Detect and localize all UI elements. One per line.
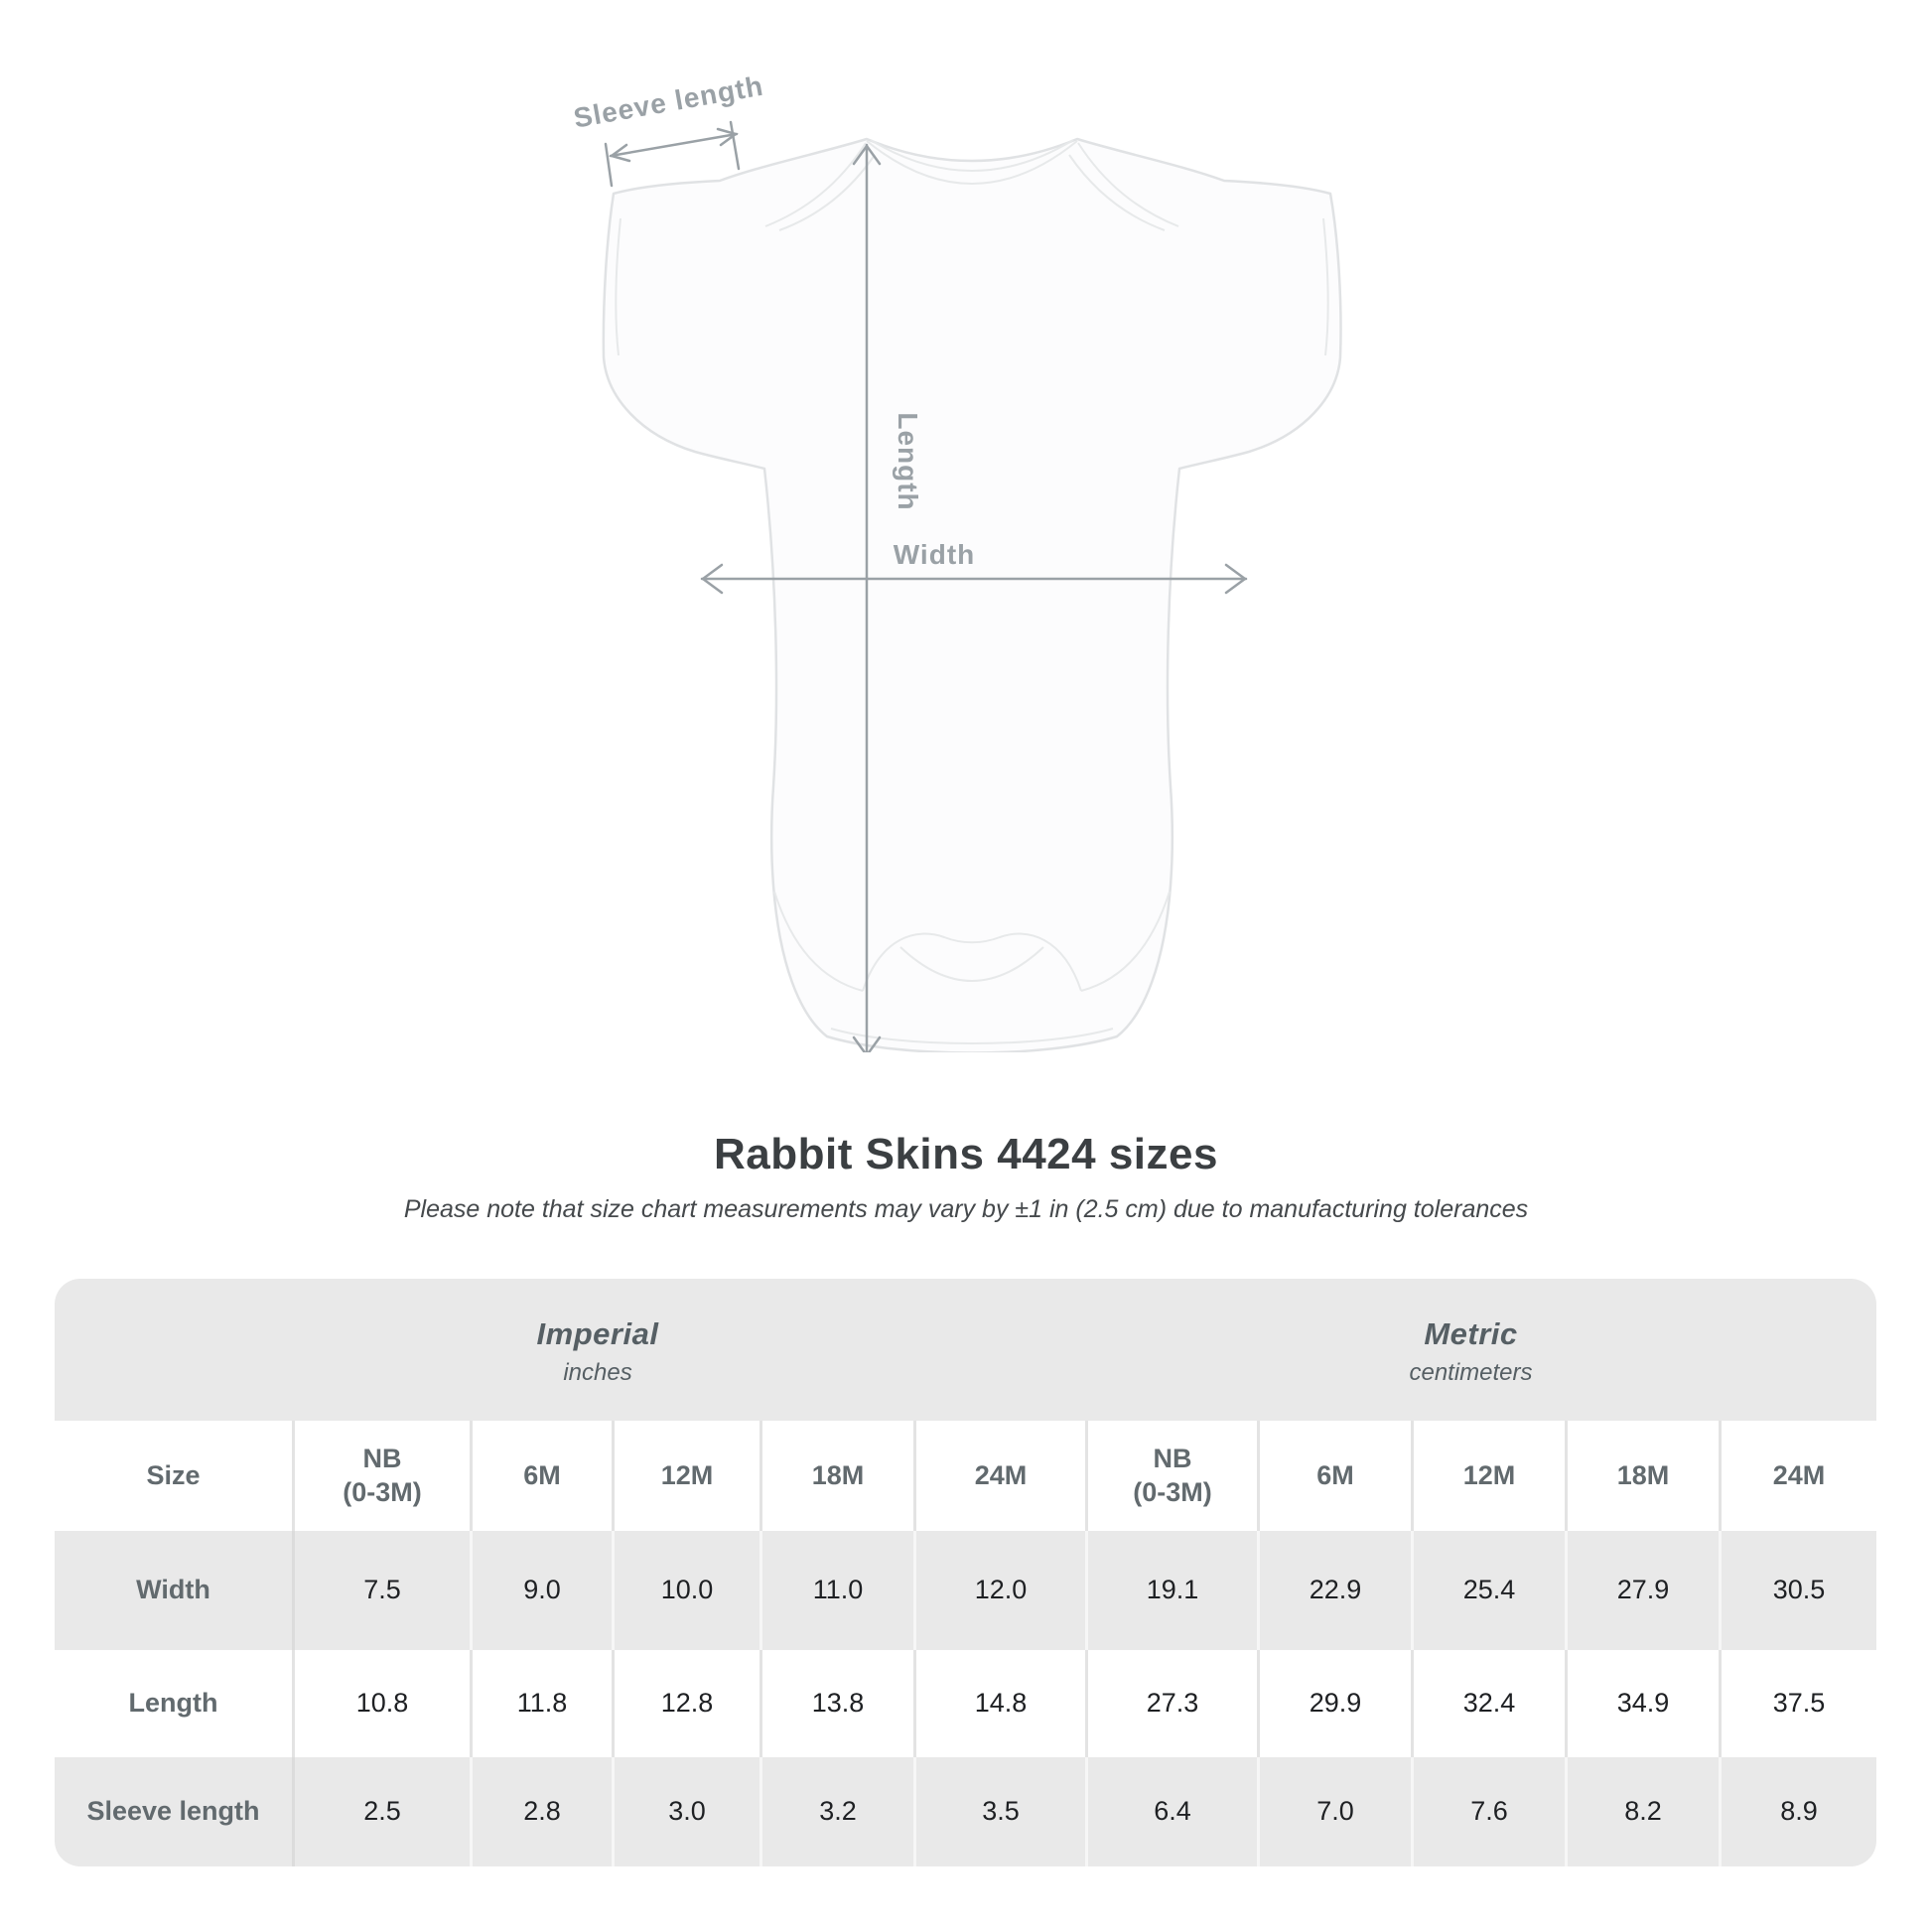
metric-label: Metric	[1424, 1316, 1518, 1351]
size-header-metric-6m: 6M	[1257, 1421, 1411, 1531]
size-header-imperial-18m: 18M	[759, 1421, 913, 1531]
table-cell: 3.0	[612, 1757, 759, 1866]
size-table: Imperial inches Metric centimeters Size …	[55, 1279, 1876, 1866]
size-header-row: Size NB (0-3M) 6M 12M 18M 24M NB (0-3M) …	[55, 1421, 1876, 1531]
onesie-illustration: Sleeve length Length Width	[571, 70, 1342, 1052]
length-label: Length	[893, 412, 923, 510]
table-row-length: Length 10.8 11.8 12.8 13.8 14.8 27.3 29.…	[55, 1650, 1876, 1757]
table-cell: 12.8	[612, 1650, 759, 1757]
table-cell: 3.5	[913, 1757, 1085, 1866]
table-cell: 37.5	[1719, 1650, 1876, 1757]
table-cell: 34.9	[1565, 1650, 1719, 1757]
table-cell: 7.6	[1411, 1757, 1565, 1866]
size-header-metric-12m: 12M	[1411, 1421, 1565, 1531]
table-cell: 19.1	[1085, 1531, 1257, 1650]
table-cell: 27.9	[1565, 1531, 1719, 1650]
imperial-unit: inches	[563, 1359, 632, 1386]
table-cell: 27.3	[1085, 1650, 1257, 1757]
size-header-imperial-nb: NB (0-3M)	[292, 1421, 470, 1531]
table-cell: 3.2	[759, 1757, 913, 1866]
size-column-header: Size	[146, 1459, 201, 1490]
size-header-imperial-6m: 6M	[470, 1421, 612, 1531]
table-cell: 6.4	[1085, 1757, 1257, 1866]
table-row-width: Width 7.5 9.0 10.0 11.0 12.0 19.1 22.9 2…	[55, 1531, 1876, 1650]
sleeve-length-label: Sleeve length	[571, 70, 765, 134]
table-cell: 11.8	[470, 1650, 612, 1757]
table-cell: 11.0	[759, 1531, 913, 1650]
metric-group-header: Metric centimeters	[1075, 1279, 1866, 1421]
table-cell: 32.4	[1411, 1650, 1565, 1757]
table-cell: 30.5	[1719, 1531, 1876, 1650]
size-header-metric-24m: 24M	[1719, 1421, 1876, 1531]
size-header-metric-18m: 18M	[1565, 1421, 1719, 1531]
sleeve-length-arrow	[609, 132, 739, 158]
table-cell: 14.8	[913, 1650, 1085, 1757]
table-cell: 12.0	[913, 1531, 1085, 1650]
table-cell: 8.9	[1719, 1757, 1876, 1866]
table-cell: 29.9	[1257, 1650, 1411, 1757]
table-cell: 2.5	[292, 1757, 470, 1866]
unit-group-header-row: Imperial inches Metric centimeters	[55, 1279, 1876, 1421]
table-cell: 2.8	[470, 1757, 612, 1866]
imperial-group-header: Imperial inches	[82, 1279, 1113, 1421]
table-cell: 13.8	[759, 1650, 913, 1757]
table-cell: 7.0	[1257, 1757, 1411, 1866]
garment-diagram: Sleeve length Length Width	[571, 60, 1375, 1052]
table-row-sleeve-length: Sleeve length 2.5 2.8 3.0 3.2 3.5 6.4 7.…	[55, 1757, 1876, 1866]
measurement-arrows	[604, 120, 1248, 1052]
imperial-label: Imperial	[536, 1316, 659, 1351]
size-header-imperial-24m: 24M	[913, 1421, 1085, 1531]
onesie-seams	[615, 139, 1329, 1044]
table-cell: 10.0	[612, 1531, 759, 1650]
table-cell: 8.2	[1565, 1757, 1719, 1866]
row-label: Length	[128, 1688, 218, 1719]
page-title: Rabbit Skins 4424 sizes	[714, 1130, 1218, 1178]
metric-unit: centimeters	[1409, 1359, 1533, 1386]
width-label: Width	[894, 539, 976, 570]
table-cell: 25.4	[1411, 1531, 1565, 1650]
table-cell: 10.8	[292, 1650, 470, 1757]
onesie-body-shape	[602, 137, 1342, 1052]
size-header-imperial-12m: 12M	[612, 1421, 759, 1531]
table-cell: 9.0	[470, 1531, 612, 1650]
table-cell: 22.9	[1257, 1531, 1411, 1650]
row-label: Sleeve length	[86, 1796, 260, 1827]
size-header-metric-nb: NB (0-3M)	[1085, 1421, 1257, 1531]
row-label: Width	[136, 1575, 210, 1605]
tolerance-note: Please note that size chart measurements…	[403, 1195, 1529, 1223]
table-cell: 7.5	[292, 1531, 470, 1650]
